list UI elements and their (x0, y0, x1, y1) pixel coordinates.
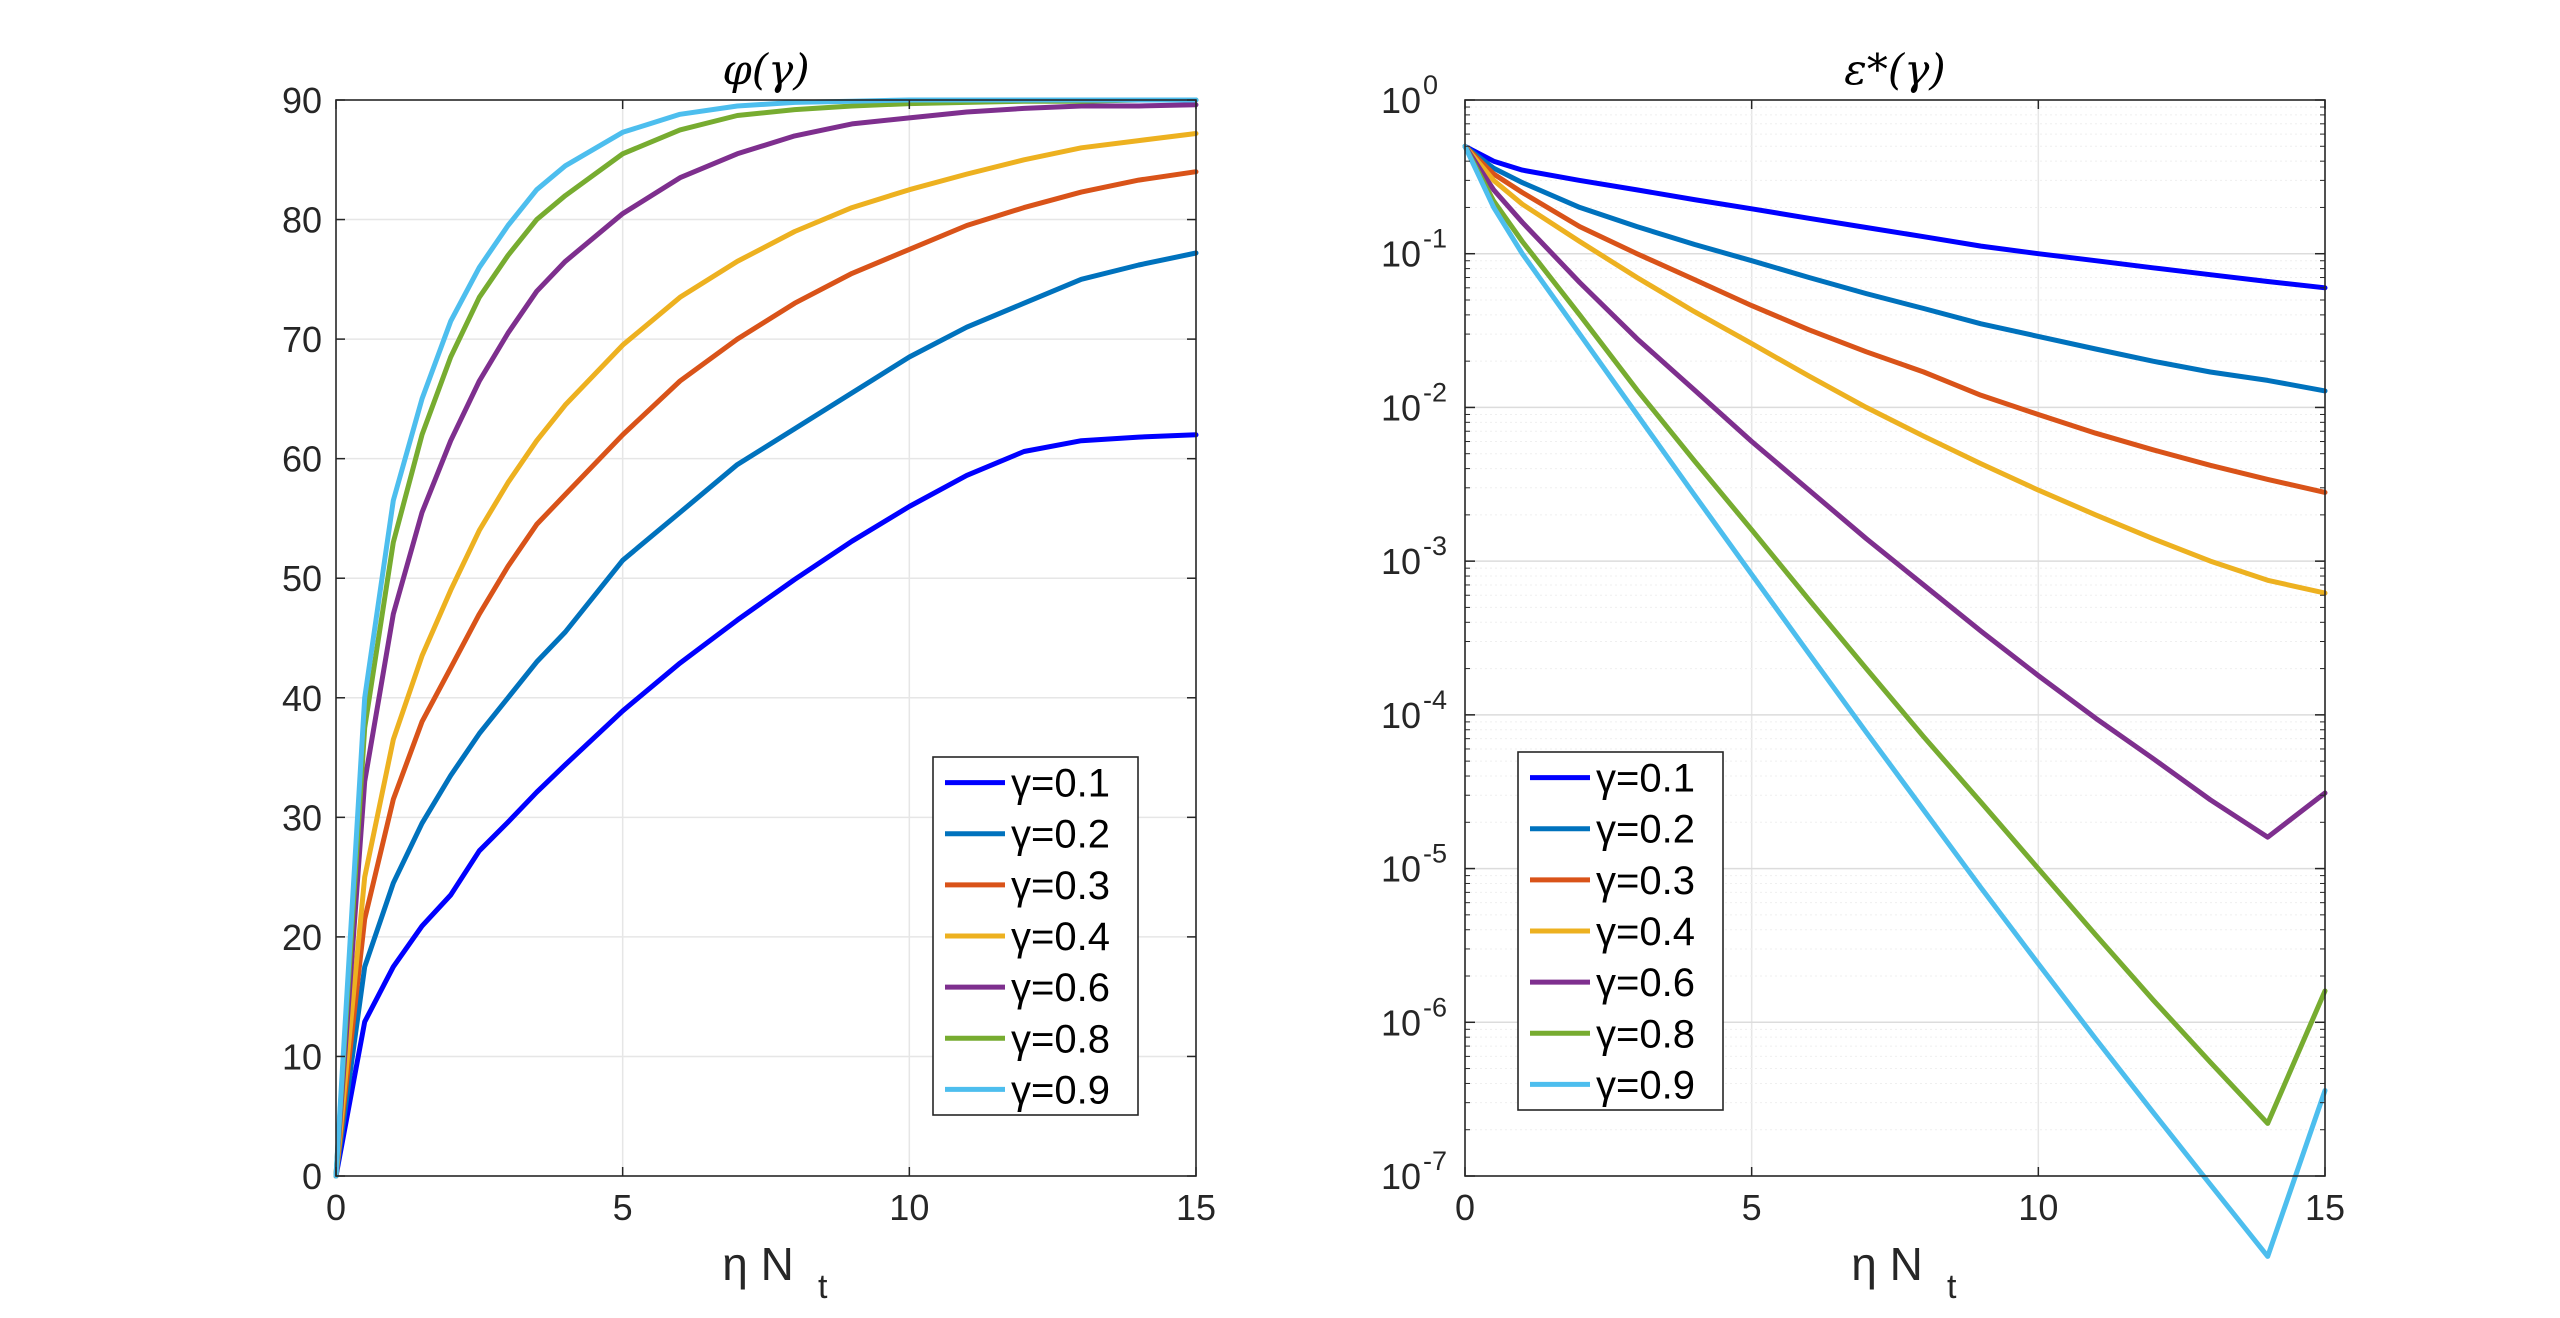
series-line-4 (1462, 143, 2328, 596)
y-tick-label: 10 (1381, 80, 1421, 121)
series-line-2 (1462, 143, 2328, 394)
x-tick-label: 15 (2305, 1187, 2345, 1228)
legend-entry-label: γ=0.3 (1011, 864, 1110, 908)
series-line-5 (1462, 143, 2328, 840)
y-tick-label-exponent: -6 (1423, 992, 1447, 1022)
left-chart-title: φ(γ) (722, 45, 809, 94)
series-line-5 (333, 102, 1199, 1179)
x-tick-label: 15 (1176, 1187, 1216, 1228)
x-tick-label: 5 (1742, 1187, 1762, 1228)
series-line-1 (1462, 143, 2328, 291)
left-series-lines (333, 97, 1199, 1179)
series-line-3 (1462, 143, 2328, 495)
y-tick-label-exponent: -7 (1423, 1146, 1447, 1176)
series-line-6 (1462, 143, 2328, 1126)
y-tick-label: 70 (282, 319, 322, 360)
right-grid (1465, 100, 2325, 1176)
left-legend: γ=0.1 γ=0.2 γ=0.3 γ=0.4 γ=0.6 γ=0.8 γ=0.9 (932, 756, 1139, 1116)
y-tick-label: 20 (282, 917, 322, 958)
x-tick-label: 0 (326, 1187, 346, 1228)
y-tick-label: 80 (282, 200, 322, 241)
y-tick-label: 0 (302, 1156, 322, 1197)
legend-entry-label: γ=0.9 (1011, 1068, 1110, 1112)
y-tick-label-exponent: -3 (1423, 531, 1447, 561)
y-tick-label: 10 (1381, 541, 1421, 582)
series-line-2 (333, 250, 1199, 1179)
y-tick-label: 10 (1381, 234, 1421, 275)
right-legend: γ=0.1 γ=0.2 γ=0.3 γ=0.4 γ=0.6 γ=0.8 γ=0.9 (1517, 751, 1724, 1111)
legend-entry-label: γ=0.3 (1596, 859, 1695, 903)
y-tick-label: 60 (282, 439, 322, 480)
legend-entry-label: γ=0.6 (1011, 966, 1110, 1010)
right-x-axis-label: η N t (1851, 1238, 1957, 1306)
legend-entry-label: γ=0.2 (1011, 813, 1110, 857)
legend-entry-label: γ=0.6 (1596, 961, 1695, 1005)
y-tick-label: 10 (1381, 849, 1421, 890)
right-x-axis-label-main: η N (1851, 1238, 1923, 1290)
legend-entry-label: γ=0.4 (1011, 915, 1110, 959)
y-tick-label: 40 (282, 678, 322, 719)
left-x-axis-label: η N t (722, 1238, 828, 1306)
y-tick-label-exponent: -2 (1423, 377, 1447, 407)
x-tick-label: 10 (889, 1187, 929, 1228)
left-x-axis-label-subscript: t (818, 1268, 828, 1306)
y-tick-label: 30 (282, 797, 322, 838)
series-line-3 (333, 169, 1199, 1179)
series-line-4 (333, 131, 1199, 1179)
left-tick-labels: 0 5 10 15 0 10 20 30 40 50 60 70 80 90 (282, 80, 1216, 1228)
legend-entry-label: γ=0.2 (1596, 808, 1695, 852)
left-axes-frame (335, 99, 1197, 1177)
left-grid (336, 100, 1196, 1176)
legend-entry-label: γ=0.8 (1596, 1012, 1695, 1056)
legend-entry-label: γ=0.4 (1596, 910, 1695, 954)
right-chart-title: ε*(γ) (1844, 45, 1945, 94)
y-tick-label-exponent: -5 (1423, 839, 1447, 869)
y-tick-label: 10 (1381, 1156, 1421, 1197)
y-tick-label: 90 (282, 80, 322, 121)
x-tick-label: 5 (613, 1187, 633, 1228)
left-x-axis-label-main: η N (722, 1238, 794, 1290)
legend-entry-label: γ=0.8 (1011, 1017, 1110, 1061)
y-tick-label: 10 (1381, 1002, 1421, 1043)
y-tick-label: 10 (1381, 387, 1421, 428)
legend-entry-label: γ=0.1 (1011, 762, 1110, 806)
y-tick-label: 10 (282, 1036, 322, 1077)
right-axes-frame (1464, 99, 2326, 1177)
y-tick-label-exponent: -1 (1423, 224, 1447, 254)
y-tick-label-exponent: 0 (1423, 70, 1438, 100)
legend-entry-label: γ=0.9 (1596, 1063, 1695, 1107)
y-tick-label-exponent: -4 (1423, 685, 1447, 715)
series-line-1 (333, 432, 1199, 1179)
y-tick-label: 50 (282, 558, 322, 599)
left-chart: 0 5 10 15 0 10 20 30 40 50 60 70 80 90 φ(γ) η N t γ=0… (282, 45, 1216, 1306)
x-tick-label: 0 (1455, 1187, 1475, 1228)
x-tick-label: 10 (2018, 1187, 2058, 1228)
right-x-axis-label-subscript: t (1947, 1268, 1957, 1306)
legend-entry-label: γ=0.1 (1596, 757, 1695, 801)
series-line-7 (1462, 143, 2328, 1259)
y-tick-label: 10 (1381, 695, 1421, 736)
right-series-lines (1462, 143, 2328, 1259)
